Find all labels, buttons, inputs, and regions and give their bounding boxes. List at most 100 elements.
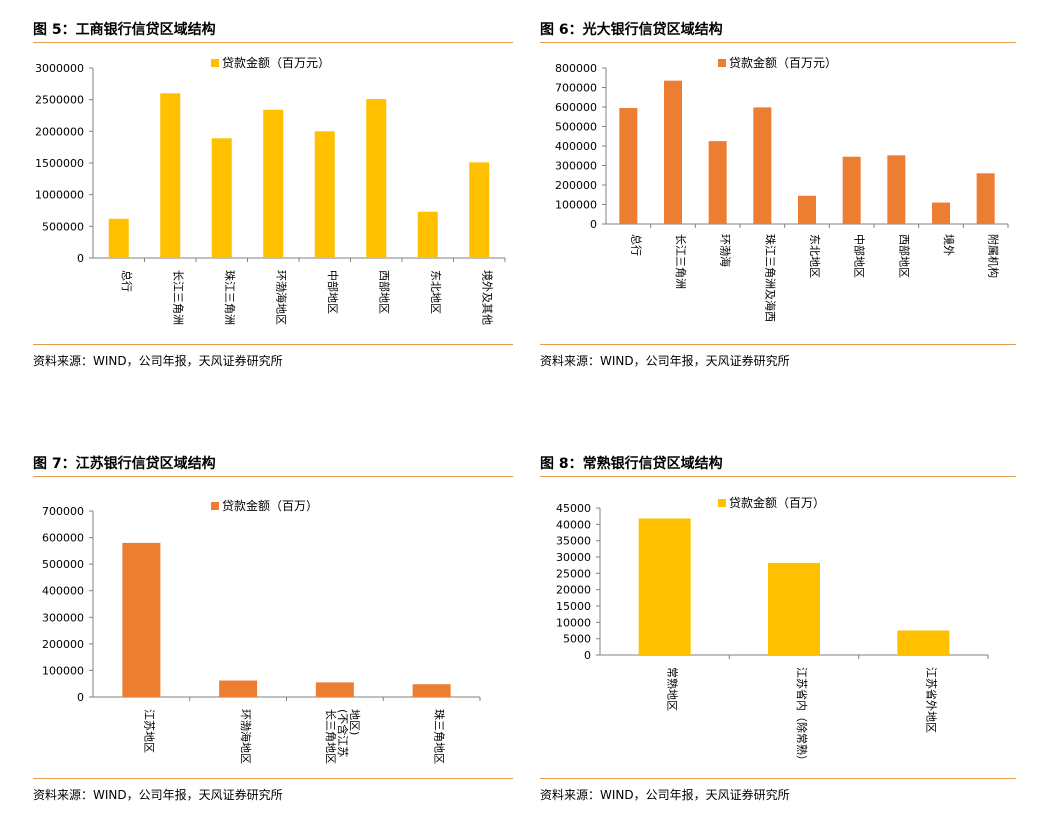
source-note: 资料来源：WIND，公司年报，天风证券研究所 (540, 788, 790, 802)
y-tick-label: 600000 (42, 532, 84, 545)
figure-title: 图 8：常熟银行信贷区域结构 (540, 456, 723, 472)
bar (211, 138, 232, 258)
y-tick-label: 500000 (42, 558, 84, 571)
figure-panel-4: 图 8：常熟银行信贷区域结构 0 5000 10000 15000 20000 25000… (540, 452, 1016, 812)
bar (108, 218, 129, 258)
x-tick-label: 西部地区 (377, 270, 391, 314)
bar (366, 99, 387, 259)
source-rule (33, 344, 513, 345)
x-tick-label: 环渤海地区 (239, 709, 253, 764)
x-tick-label: 地区) (348, 709, 361, 735)
y-tick-label: 200000 (42, 638, 84, 651)
source-note: 资料来源：WIND，公司年报，天风证券研究所 (540, 354, 790, 368)
bar-chart: 0 5000 10000 15000 20000 25000 30000 35000 40000… (556, 495, 989, 766)
bar-chart: 0 100000 200000 300000 400000 500000 600000 700… (555, 55, 1009, 322)
y-tick-label: 40000 (556, 518, 591, 531)
x-tick-label: 珠江三角洲及海西 (763, 234, 777, 322)
figure-title: 图 7：江苏银行信贷区域结构 (33, 456, 216, 472)
legend-label: 贷款金额（百万元） (729, 55, 837, 70)
x-tick-label: 珠江三角洲 (223, 270, 237, 325)
bar (708, 141, 727, 224)
y-tick-label: 2500000 (35, 94, 84, 107)
bar-chart: 0 500000 1000000 1500000 2000000 2500000 30000… (35, 55, 506, 325)
y-tick-label: 0 (590, 218, 597, 231)
y-tick-label: 5000 (563, 633, 591, 646)
bar (122, 542, 161, 697)
bar (664, 80, 682, 224)
x-tick-label: 珠三角地区 (433, 709, 447, 764)
y-tick-label: 200000 (555, 179, 597, 192)
y-tick-label: 100000 (555, 199, 597, 212)
x-tick-label: (不含江苏 (336, 709, 350, 757)
legend-swatch (211, 502, 219, 510)
x-tick-label: 环渤海地区 (274, 270, 288, 325)
y-tick-label: 35000 (556, 535, 591, 548)
y-tick-label: 700000 (42, 505, 84, 518)
bar (842, 156, 861, 224)
y-tick-label: 15000 (556, 600, 591, 613)
y-tick-label: 300000 (42, 611, 84, 624)
figure-panel-2: 图 6：光大银行信贷区域结构 0 100000 200000 300000 400000… (540, 18, 1016, 388)
figure-title: 图 5：工商银行信贷区域结构 (33, 22, 216, 38)
bar (160, 93, 181, 258)
y-tick-label: 500000 (42, 220, 84, 233)
source-note: 资料来源：WIND，公司年报，天风证券研究所 (33, 788, 283, 802)
y-tick-label: 1000000 (35, 189, 84, 202)
bar (417, 211, 438, 258)
x-tick-label: 总行 (629, 234, 643, 256)
bar (753, 107, 772, 224)
legend-swatch (211, 59, 219, 67)
bar (263, 109, 284, 258)
y-tick-label: 30000 (556, 551, 591, 564)
y-tick-label: 0 (77, 691, 84, 704)
bar (315, 682, 354, 697)
bar (412, 684, 451, 697)
y-tick-label: 2000000 (35, 125, 84, 138)
y-tick-label: 400000 (555, 140, 597, 153)
y-tick-label: 0 (584, 649, 591, 662)
source-note: 资料来源：WIND，公司年报，天风证券研究所 (33, 354, 283, 368)
y-tick-label: 20000 (556, 584, 591, 597)
x-tick-label: 总行 (120, 270, 134, 292)
legend-label: 贷款金额（百万） (222, 498, 318, 513)
y-tick-label: 25000 (556, 567, 591, 580)
figure-panel-3: 图 7：江苏银行信贷区域结构 0 100000 200000 300000 400000… (33, 452, 513, 812)
y-tick-label: 300000 (555, 160, 597, 173)
y-tick-label: 45000 (556, 502, 591, 515)
source-rule (540, 344, 1016, 345)
title-rule (33, 42, 513, 43)
title-rule (540, 42, 1016, 43)
y-tick-label: 700000 (555, 82, 597, 95)
y-tick-label: 3000000 (35, 62, 84, 75)
x-tick-label: 常熟地区 (666, 667, 680, 711)
x-tick-label: 长三角地区 (324, 709, 337, 764)
x-tick-label: 境外 (942, 234, 956, 256)
source-rule (33, 778, 513, 779)
x-tick-label: 江苏地区 (142, 709, 155, 753)
bar (768, 562, 820, 655)
y-tick-label: 500000 (555, 121, 597, 134)
y-tick-label: 0 (77, 252, 84, 265)
figure-title: 图 6：光大银行信贷区域结构 (540, 22, 723, 38)
x-tick-label: 长江三角洲 (171, 270, 184, 325)
bar (638, 518, 691, 655)
bar (469, 162, 490, 258)
bar-chart: 0 100000 200000 300000 400000 500000 600000 700… (42, 498, 481, 764)
y-tick-label: 400000 (42, 585, 84, 598)
x-tick-label: 江苏省内（除常熟） (795, 667, 809, 766)
y-tick-label: 10000 (556, 616, 591, 629)
legend-swatch (718, 499, 726, 507)
x-tick-label: 附属机构 (987, 234, 1001, 278)
legend-swatch (718, 59, 726, 67)
x-tick-label: 西部地区 (897, 234, 911, 278)
x-tick-label: 长江三角洲 (674, 234, 687, 289)
figure-panel-1: 图 5：工商银行信贷区域结构 0 500000 1000000 1500000 2000… (33, 18, 513, 388)
legend-label: 贷款金额（百万元） (222, 55, 330, 70)
y-tick-label: 600000 (555, 101, 597, 114)
y-tick-label: 800000 (555, 62, 597, 75)
title-rule (540, 476, 1016, 477)
bar (314, 131, 335, 258)
x-tick-label: 东北地区 (429, 270, 442, 314)
x-tick-label: 东北地区 (808, 234, 821, 278)
x-tick-label: 环渤海 (719, 234, 733, 267)
